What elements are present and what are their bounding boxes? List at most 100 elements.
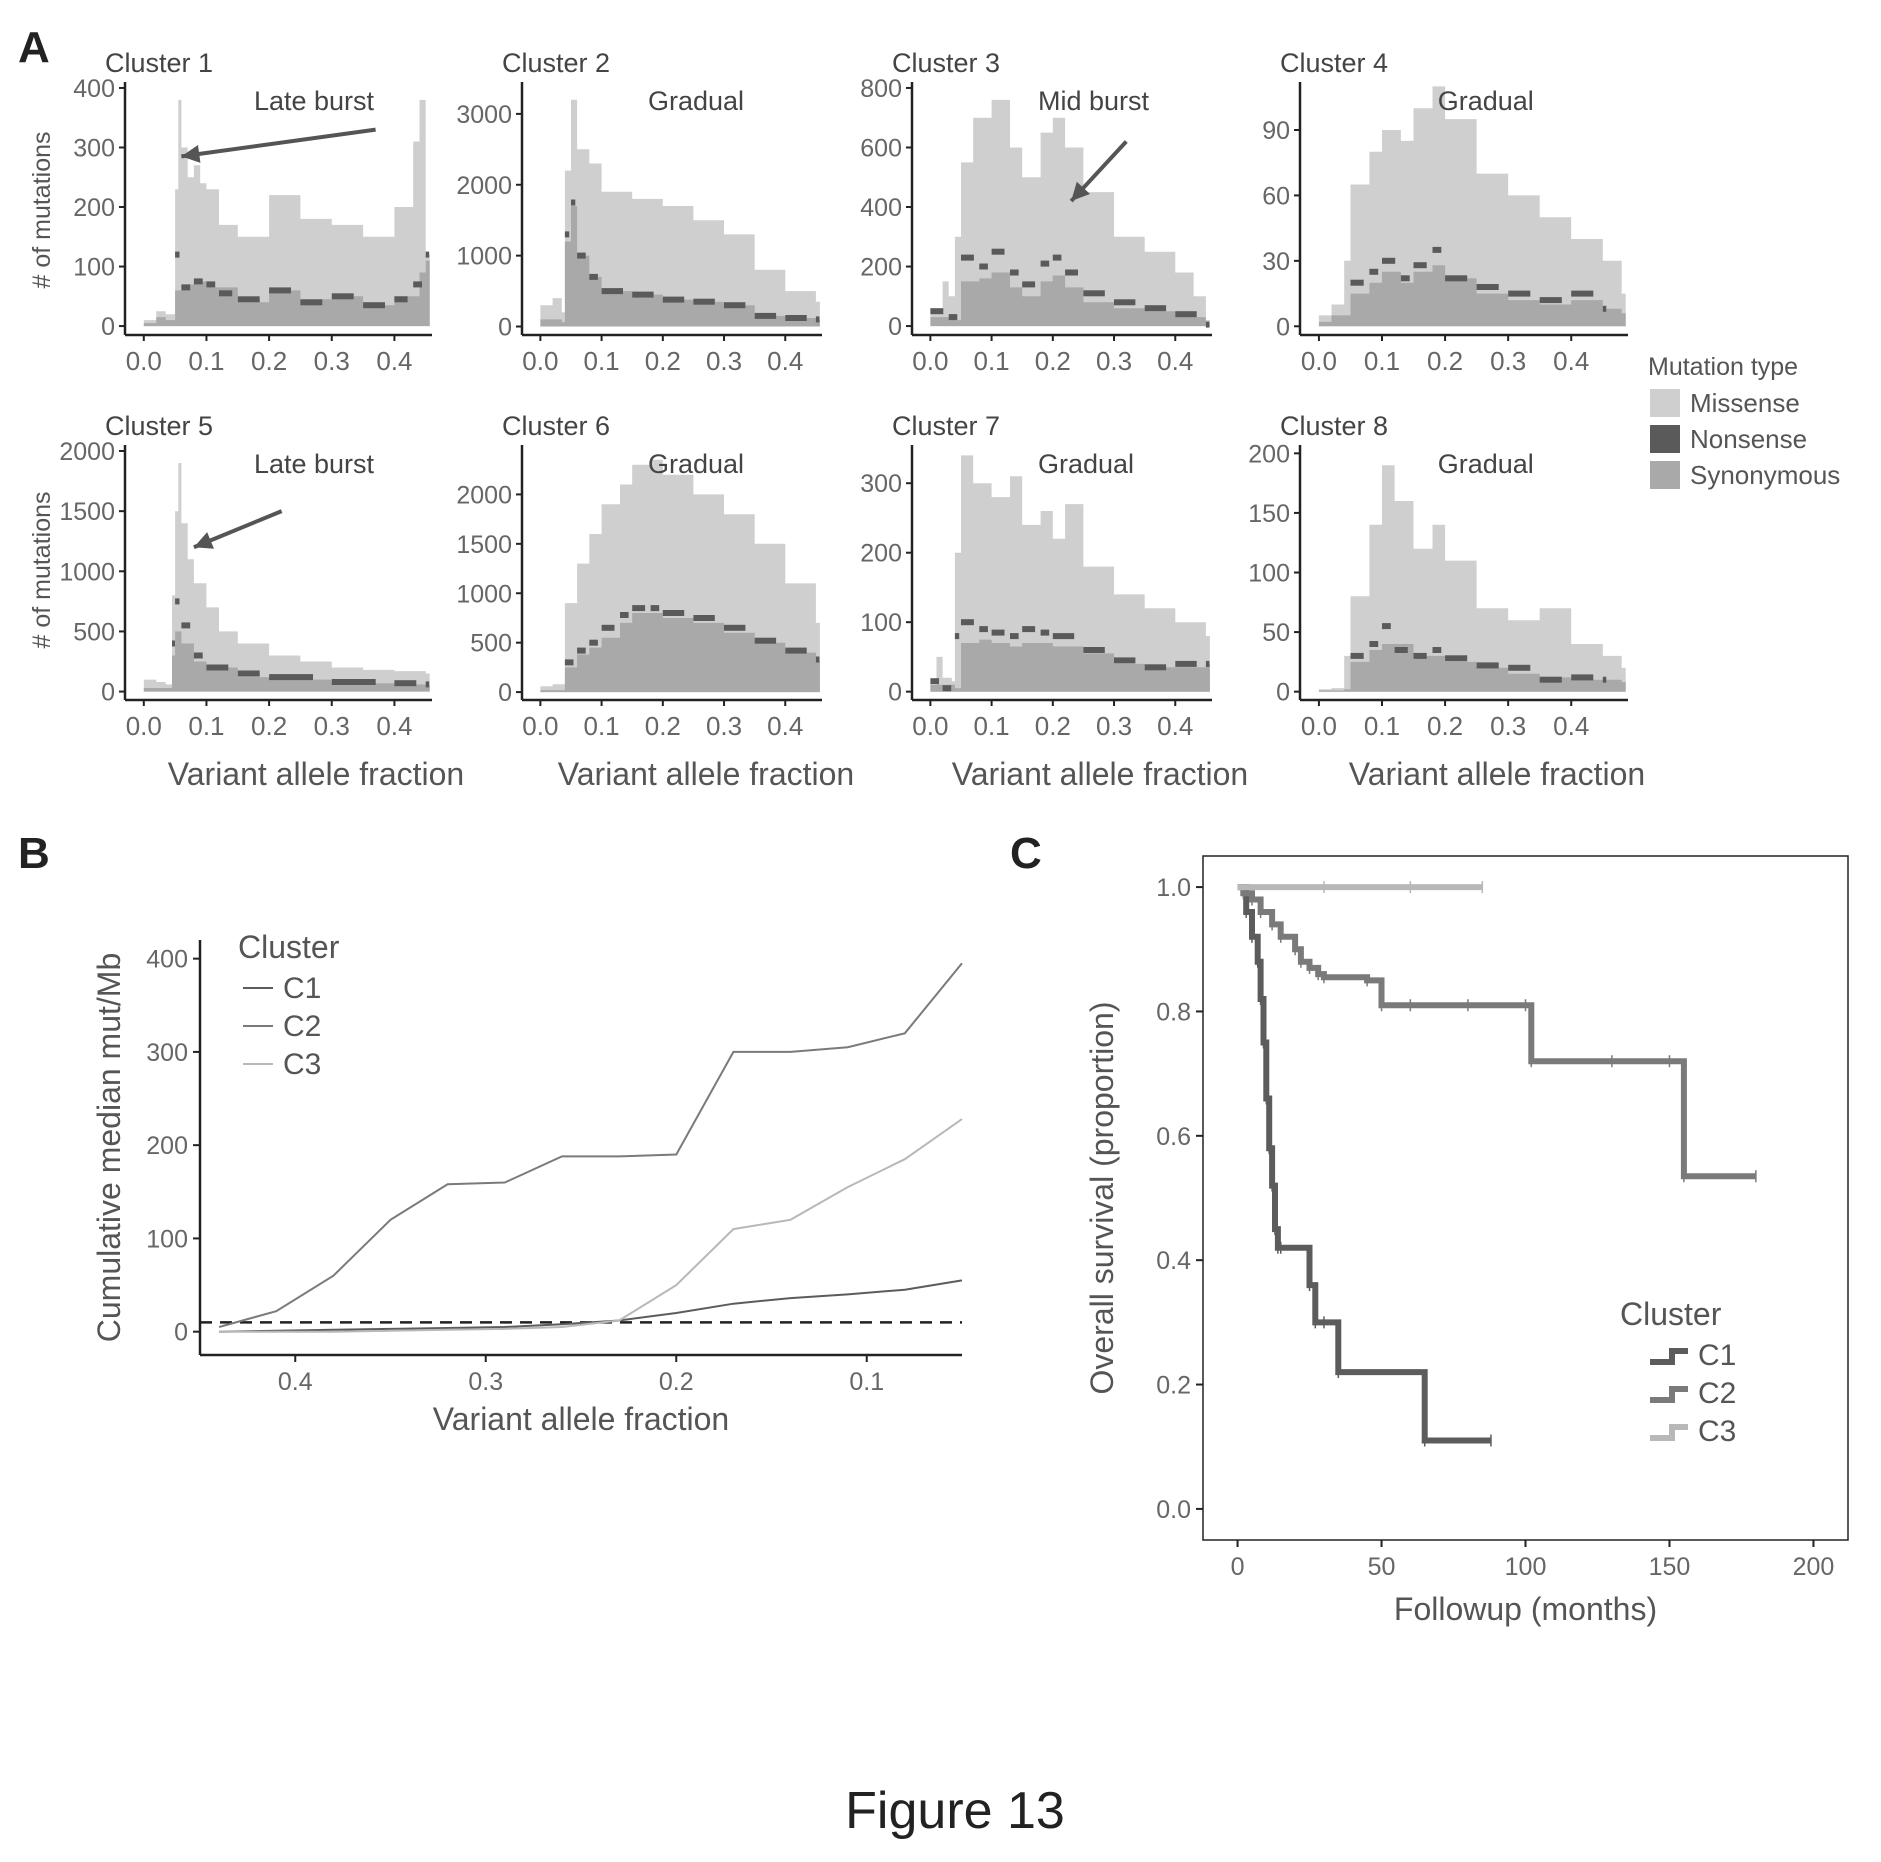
- cluster6-nonsense-mark: [693, 615, 715, 621]
- panel-c-chart: 0 50 100 150 200 0.0 0.2 0.4 0.6 0.8 1.0 Followup (…: [1084, 855, 1849, 1627]
- cluster5-nonsense-mark: [206, 664, 229, 671]
- cluster2-nonsense-mark: [754, 312, 777, 319]
- cluster2-chart: 0.0 0.1 0.2 0.3 0.4 0 1000 2000 3000 Cluster 2 Gra…: [456, 48, 822, 376]
- cluster1-arrow-head: [181, 145, 201, 163]
- cluster2-xtick-label: 0.3: [706, 346, 742, 376]
- panel_c-legend-title: Cluster: [1620, 1296, 1722, 1332]
- cluster7-nonsense-mark: [930, 678, 939, 685]
- cluster1-ytick-label: 400: [73, 75, 115, 103]
- cluster8-nonsense-mark: [1476, 662, 1499, 669]
- cluster3-missense-area: [930, 99, 1210, 327]
- panel_c-xtick-label: 100: [1505, 1553, 1547, 1581]
- cluster5-nonsense-mark: [394, 680, 417, 687]
- panel_c-series-c2: [1237, 884, 1756, 1180]
- cluster6-nonsense-mark: [564, 659, 574, 666]
- cluster3-nonsense-mark: [1065, 269, 1078, 276]
- panel_c-ytick-label: 0.0: [1156, 1496, 1191, 1524]
- cluster3-xtick-label: 0.0: [912, 346, 948, 376]
- cluster3-nonsense-mark: [1175, 311, 1197, 318]
- cluster7-nonsense-mark: [1205, 660, 1210, 667]
- cluster7-nonsense-mark: [1083, 647, 1105, 653]
- panel_b-legend-title: Cluster: [238, 929, 340, 965]
- cluster8-ytick-label: 150: [1248, 500, 1290, 528]
- panel_c-ytick-label: 0.4: [1156, 1247, 1191, 1275]
- cluster4-nonsense-mark: [1445, 275, 1468, 282]
- cluster1-ytick-label: 300: [73, 134, 115, 162]
- cluster1-xtick-label: 0.2: [251, 346, 287, 376]
- cluster4-xtick-label: 0.2: [1427, 346, 1463, 376]
- cluster1-arrow-shaft: [181, 127, 376, 159]
- cluster5-nonsense-mark: [425, 681, 430, 688]
- cluster8-xtick-label: 0.1: [1364, 711, 1400, 741]
- cluster7-ytick-label: 200: [860, 540, 902, 568]
- cluster8-nonsense-mark: [1382, 623, 1391, 630]
- cluster2-nonsense-mark: [632, 291, 654, 298]
- cluster1-missense-area: [143, 99, 430, 327]
- cluster5-ytick-label: 2000: [59, 438, 115, 466]
- cluster2-nonsense-mark: [589, 273, 598, 280]
- cluster8-nonsense-mark: [1369, 641, 1379, 647]
- cluster1-nonsense-mark: [206, 281, 216, 288]
- legend-swatch-missense: [1650, 389, 1680, 417]
- panel_b-ytick-label: 400: [146, 946, 188, 974]
- cluster5-ytick-label: 1000: [59, 558, 115, 586]
- legend-swatch-synonymous: [1650, 461, 1680, 489]
- cluster2-xtick-label: 0.0: [522, 346, 558, 376]
- cluster6-ytick-label: 1500: [456, 531, 512, 559]
- cluster7-ytick-label: 100: [860, 609, 902, 637]
- cluster1-xtick-label: 0.3: [314, 346, 350, 376]
- cluster4-nonsense-mark: [1508, 290, 1531, 297]
- cluster6-nonsense-mark: [650, 605, 660, 612]
- cluster6-synonymous-area: [540, 613, 820, 693]
- cluster8-ytick-label: 100: [1248, 560, 1290, 588]
- panel_c-legend-label-c2: C2: [1698, 1377, 1736, 1410]
- cluster6-nonsense-mark: [724, 624, 746, 631]
- panel_c-ylabel: Overall survival (proportion): [1084, 1001, 1120, 1394]
- cluster7-title: Cluster 7: [892, 411, 1000, 441]
- panel_c-xtick-label: 200: [1793, 1553, 1835, 1581]
- cluster7-ytick-label: 300: [860, 470, 902, 498]
- cluster8-nonsense-mark: [1571, 674, 1594, 681]
- cluster5-xtick-label: 0.0: [126, 711, 162, 741]
- cluster4-xtick-label: 0.4: [1553, 346, 1589, 376]
- panel_b-xlabel: Variant allele fraction: [433, 1401, 729, 1437]
- cluster4-chart: 0.0 0.1 0.2 0.3 0.4 0 30 60 90 Cluster 4 Gradual: [1262, 48, 1628, 376]
- cluster1-xtick-label: 0.1: [188, 346, 224, 376]
- cluster7-annotation: Gradual: [1038, 449, 1134, 479]
- cluster5-xtick-label: 0.2: [251, 711, 287, 741]
- cluster3-arrow-head: [1071, 181, 1091, 202]
- cluster7-nonsense-mark: [1022, 626, 1036, 633]
- cluster3-nonsense-mark: [930, 308, 944, 315]
- cluster4-annotation: Gradual: [1438, 86, 1534, 116]
- cluster1-ytick-label: 0: [101, 313, 115, 341]
- cluster6-xtick-label: 0.2: [645, 711, 681, 741]
- cluster7-xtick-label: 0.4: [1157, 711, 1193, 741]
- panel_c-xtick-label: 150: [1649, 1553, 1691, 1581]
- cluster5-missense-area: [143, 463, 430, 692]
- legend-title: Mutation type: [1648, 353, 1798, 381]
- cluster3-nonsense-mark: [1114, 299, 1136, 306]
- cluster4-xtick-label: 0.0: [1301, 346, 1337, 376]
- cluster2-ytick-label: 2000: [456, 172, 512, 200]
- cluster4-nonsense-mark: [1350, 279, 1364, 286]
- cluster6-ytick-label: 2000: [456, 481, 512, 509]
- cluster4-nonsense-mark: [1382, 257, 1396, 264]
- cluster1-ytick-label: 200: [73, 194, 115, 222]
- cluster4-nonsense-mark: [1476, 284, 1499, 290]
- cluster1-xtick-label: 0.0: [126, 346, 162, 376]
- cluster1-nonsense-mark: [269, 287, 291, 294]
- cluster6-ytick-label: 0: [498, 679, 512, 707]
- panel_b-ylabel: Cumulative median mut/Mb: [91, 953, 127, 1342]
- cluster8-ytick-label: 50: [1262, 619, 1290, 647]
- panel_b-ytick-label: 0: [174, 1319, 188, 1347]
- cluster4-xtick-label: 0.3: [1490, 346, 1526, 376]
- cluster2-ytick-label: 3000: [456, 101, 512, 129]
- cluster5-ytick-label: 500: [73, 618, 115, 646]
- cluster2-title: Cluster 2: [502, 48, 610, 78]
- cluster6-nonsense-mark: [754, 637, 777, 644]
- panel_c-legend-label-c3: C3: [1698, 1415, 1736, 1448]
